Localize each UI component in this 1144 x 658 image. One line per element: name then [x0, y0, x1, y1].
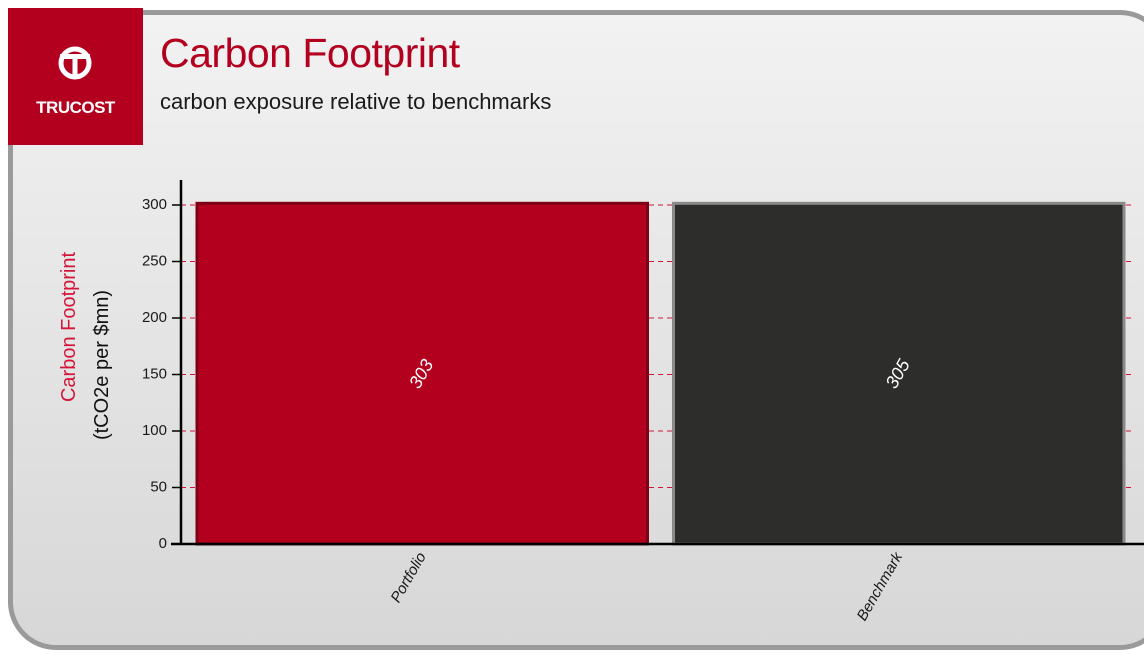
y-tick-label: 0 — [159, 535, 167, 552]
y-tick-label: 300 — [142, 196, 167, 213]
y-axis-unit-label: (tCO2e per $mn) — [91, 290, 113, 440]
x-tick-label: Portfolio — [387, 550, 429, 606]
page-subtitle: carbon exposure relative to benchmarks — [160, 89, 552, 114]
trucost-logo: TRUCOST — [8, 8, 143, 145]
y-tick-label: 200 — [142, 309, 167, 326]
page-title: Carbon Footprint — [160, 30, 460, 76]
trucost-emblem-icon — [58, 46, 92, 80]
bar-benchmark — [672, 201, 1126, 546]
y-tick-label: 50 — [150, 478, 167, 495]
y-tick-label: 100 — [142, 422, 167, 439]
y-tick-label: 150 — [142, 365, 167, 382]
logo-text: TRUCOST — [36, 98, 115, 117]
bar-portfolio — [195, 201, 649, 546]
y-axis-label: Carbon Footprint — [58, 252, 80, 403]
x-tick-label: Benchmark — [854, 548, 907, 623]
y-tick-label: 250 — [142, 252, 167, 269]
